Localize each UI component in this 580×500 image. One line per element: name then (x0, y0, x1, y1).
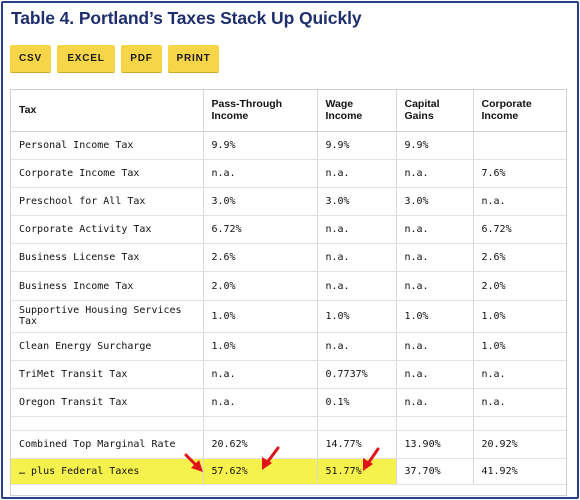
cell-tax-name: Preschool for All Tax (11, 187, 204, 217)
cell-value: 1.0% (203, 300, 318, 333)
cell-value: 9.9% (203, 131, 318, 160)
table-row: Personal Income Tax 9.9% 9.9% 9.9% (11, 131, 566, 160)
column-header-tax[interactable]: Tax (11, 90, 204, 132)
cell-value: 3.0% (396, 187, 474, 217)
federal-taxes-row: … plus Federal Taxes 57.62% 51.77% 37.70… (11, 458, 566, 486)
cell-value: n.a. (203, 159, 318, 188)
cell-value: 1.0% (203, 332, 318, 361)
cell-value: 20.62% (203, 430, 318, 460)
cell-tax-name: Corporate Activity Tax (11, 215, 204, 245)
cell-tax-name: Business Income Tax (11, 271, 204, 301)
table-header-row: Tax Pass-Through Income Wage Income Capi… (11, 90, 566, 132)
cell-value: n.a. (396, 159, 474, 188)
cell-value: 2.0% (473, 271, 566, 301)
cell-tax-name: Supportive Housing Services Tax (11, 300, 204, 333)
cell-tax-name: Personal Income Tax (11, 131, 204, 160)
cell-value: 20.92% (473, 430, 566, 460)
column-header-pass-through[interactable]: Pass-Through Income (203, 90, 318, 132)
cell-value: n.a. (396, 243, 474, 273)
cell-value: 6.72% (473, 215, 566, 245)
spacer-cell (317, 416, 397, 432)
table-title: Table 4. Portland’s Taxes Stack Up Quick… (11, 8, 362, 28)
cell-value: 3.0% (203, 187, 318, 217)
cell-tax-name: Clean Energy Surcharge (11, 332, 204, 361)
excel-button[interactable]: EXCEL (57, 45, 115, 72)
cell-value: 6.72% (203, 215, 318, 245)
cell-value: 0.7737% (317, 360, 397, 390)
cell-value: 1.0% (317, 300, 397, 333)
table-row: Business Income Tax 2.0% n.a. n.a. 2.0% (11, 271, 566, 301)
cell-value: n.a. (317, 332, 397, 361)
cell-tax-name: Combined Top Marginal Rate (11, 430, 204, 460)
cell-value: 14.77% (317, 430, 397, 460)
cell-tax-name: Oregon Transit Tax (11, 388, 204, 418)
cell-value: 1.0% (473, 300, 566, 333)
spacer-cell (473, 416, 566, 432)
cell-value: 3.0% (317, 187, 397, 217)
cell-tax-name: … plus Federal Taxes (11, 458, 204, 486)
table-row: Supportive Housing Services Tax 1.0% 1.0… (11, 300, 566, 333)
cell-value: n.a. (473, 360, 566, 390)
cell-value: 0.1% (317, 388, 397, 418)
cell-value: n.a. (396, 360, 474, 390)
cell-value: n.a. (317, 243, 397, 273)
combined-rate-row: Combined Top Marginal Rate 20.62% 14.77%… (11, 430, 566, 460)
cell-value-highlighted: 57.62% (203, 458, 318, 486)
cell-value: n.a. (396, 271, 474, 301)
cell-value-highlighted: 51.77% (317, 458, 397, 486)
tax-table: Tax Pass-Through Income Wage Income Capi… (11, 90, 566, 486)
cell-value: n.a. (473, 187, 566, 217)
spacer-row (11, 416, 566, 432)
cell-value (473, 131, 566, 160)
table-row: Preschool for All Tax 3.0% 3.0% 3.0% n.a… (11, 187, 566, 217)
cell-value: n.a. (473, 388, 566, 418)
spacer-cell (11, 416, 204, 432)
cell-value: 13.90% (396, 430, 474, 460)
cell-value: 7.6% (473, 159, 566, 188)
cell-value: 9.9% (317, 131, 397, 160)
table-row: Oregon Transit Tax n.a. 0.1% n.a. n.a. (11, 388, 566, 418)
cell-value: n.a. (396, 215, 474, 245)
cell-tax-name: TriMet Transit Tax (11, 360, 204, 390)
cell-value: 1.0% (396, 300, 474, 333)
cell-value: 2.0% (203, 271, 318, 301)
spacer-cell (396, 416, 474, 432)
cell-value: n.a. (317, 159, 397, 188)
spacer-cell (203, 416, 318, 432)
export-toolbar: CSV EXCEL PDF PRINT (10, 45, 219, 72)
print-button[interactable]: PRINT (168, 45, 219, 72)
cell-tax-name: Business License Tax (11, 243, 204, 273)
cell-value: n.a. (317, 271, 397, 301)
table-row: Business License Tax 2.6% n.a. n.a. 2.6% (11, 243, 566, 273)
cell-value: 2.6% (473, 243, 566, 273)
cell-value: 41.92% (473, 458, 566, 486)
cell-tax-name: Corporate Income Tax (11, 159, 204, 188)
cell-value: n.a. (203, 360, 318, 390)
column-header-capital-gains[interactable]: Capital Gains (396, 90, 474, 132)
column-header-wage[interactable]: Wage Income (317, 90, 397, 132)
table-row: Clean Energy Surcharge 1.0% n.a. n.a. 1.… (11, 332, 566, 361)
cell-value: n.a. (203, 388, 318, 418)
cell-value: n.a. (396, 332, 474, 361)
cell-value: 9.9% (396, 131, 474, 160)
column-header-corporate[interactable]: Corporate Income (473, 90, 566, 132)
cell-value: 2.6% (203, 243, 318, 273)
table-row: TriMet Transit Tax n.a. 0.7737% n.a. n.a… (11, 360, 566, 390)
csv-button[interactable]: CSV (10, 45, 51, 72)
cell-value: n.a. (317, 215, 397, 245)
pdf-button[interactable]: PDF (121, 45, 162, 72)
cell-value: 37.70% (396, 458, 474, 486)
table-row: Corporate Income Tax n.a. n.a. n.a. 7.6% (11, 159, 566, 188)
cell-value: 1.0% (473, 332, 566, 361)
table-row: Corporate Activity Tax 6.72% n.a. n.a. 6… (11, 215, 566, 245)
tax-table-container: Tax Pass-Through Income Wage Income Capi… (10, 89, 567, 496)
cell-value: n.a. (396, 388, 474, 418)
